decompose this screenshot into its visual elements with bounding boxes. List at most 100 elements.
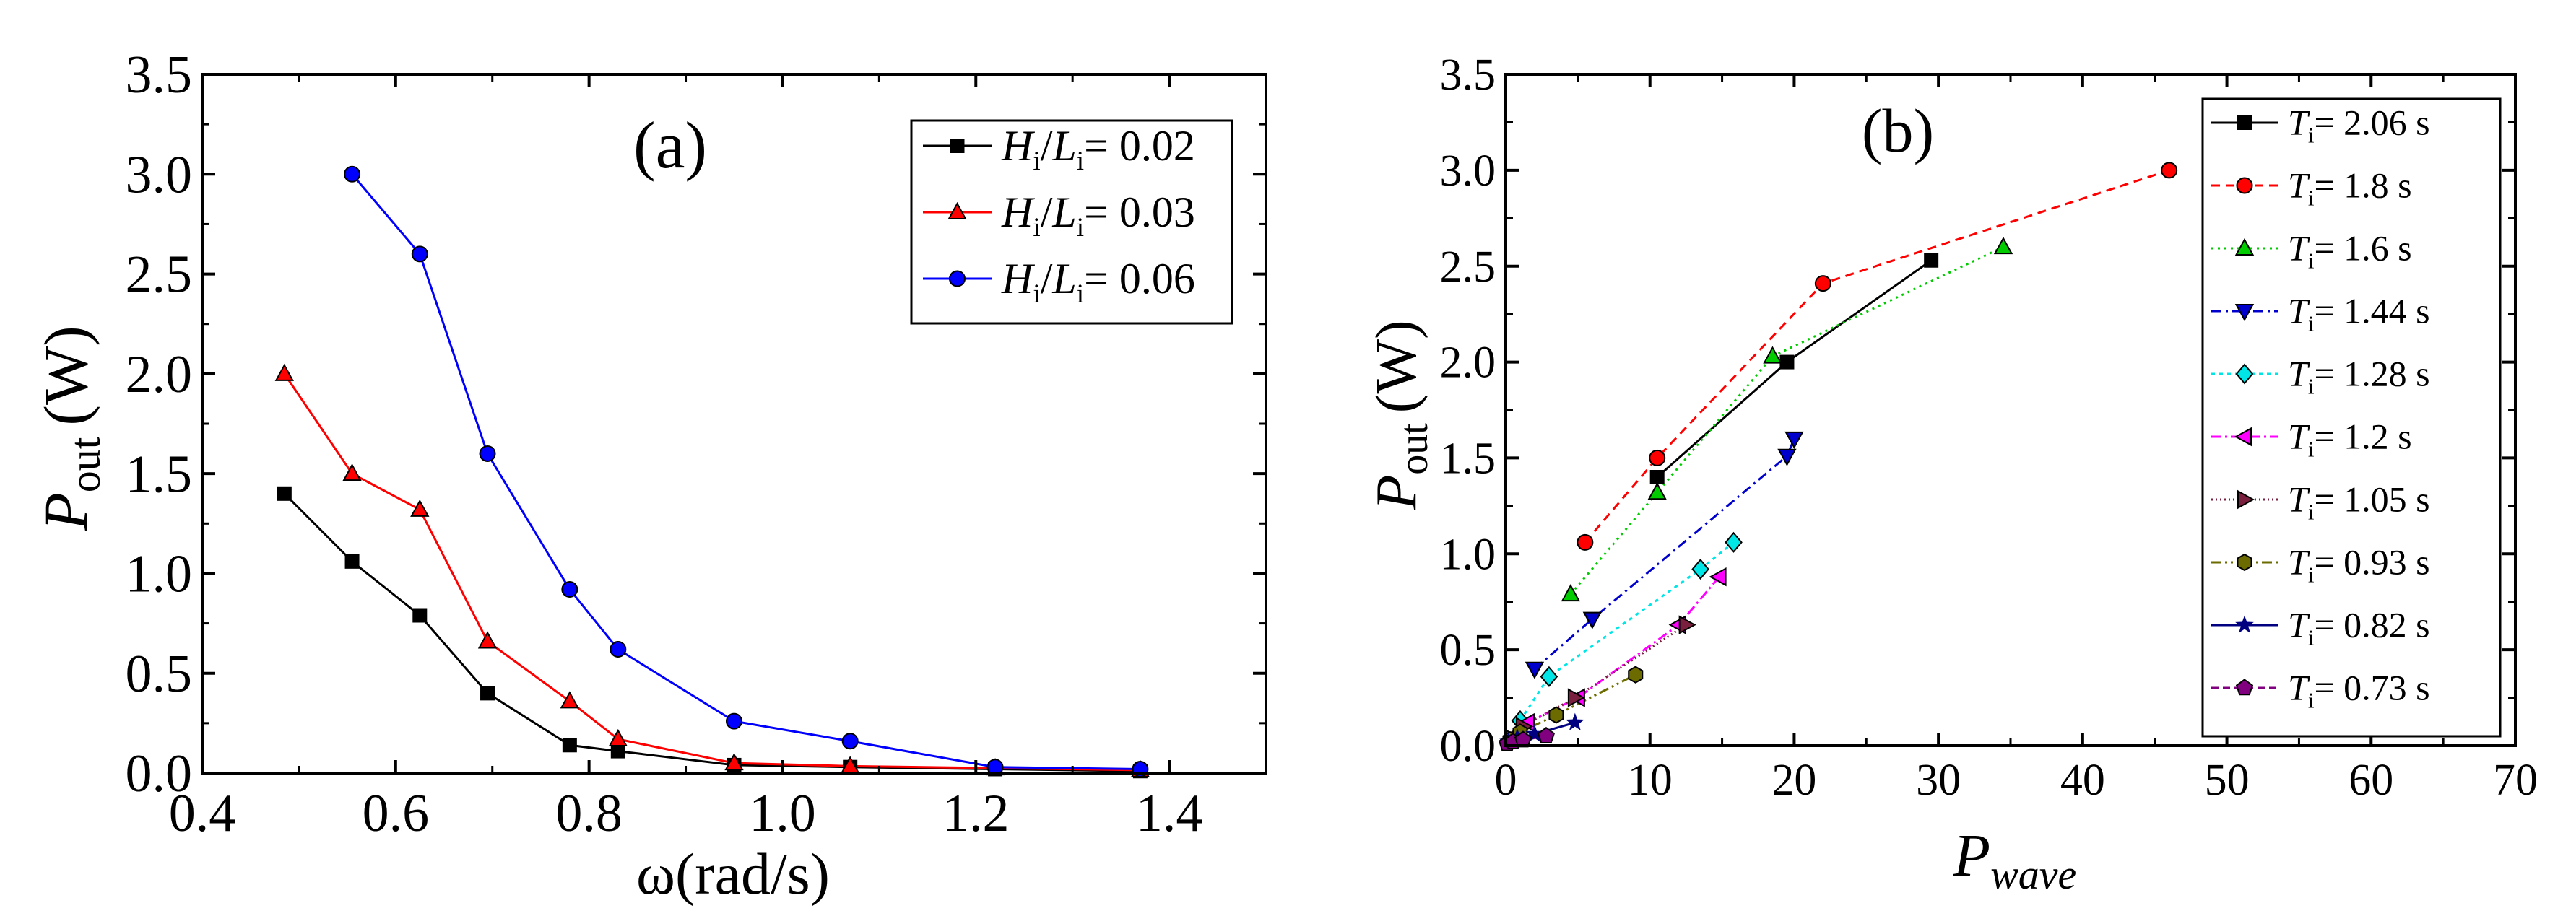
y-tick-label: 1.0 [1440,530,1496,579]
legend-marker [2234,427,2252,447]
data-point [477,631,498,649]
y-tick-label: 3.0 [126,145,193,204]
x-tick-label: 10 [1628,756,1673,805]
data-point [480,686,495,701]
panel-b-x-label-sub: wave [1990,851,2076,898]
x-tick-label: 50 [2205,756,2250,805]
legend-entry-label: Ti= 1.2 s [2288,416,2412,462]
data-point [1525,661,1545,679]
data-point [1628,666,1644,684]
data-point [1566,712,1584,731]
series-line [1584,169,2170,544]
data-point [1548,706,1564,724]
panel-b-series-lines [1506,169,2170,745]
panel-a-label: (a) [633,108,707,182]
panel-a-y-label-main: P [31,492,100,531]
data-point [1777,448,1797,466]
data-point [1537,726,1556,744]
data-point [277,486,292,501]
panel-b-y-label-main: P [1365,475,1428,511]
data-point [562,738,577,753]
data-point [1993,237,2013,255]
svg-text:Pwave: Pwave [1953,822,2076,898]
data-point [726,712,742,730]
legend-marker [2235,615,2254,633]
data-point [1924,253,1939,268]
legend-marker [2235,363,2254,385]
y-tick-label: 0.5 [1440,626,1496,675]
data-point [1779,354,1795,370]
data-point [724,753,744,771]
legend-entry-label: Hi/Li= 0.03 [1001,188,1195,243]
data-point [479,445,496,462]
panel-a-y-label-sub: out [61,437,109,492]
panel-b-y-label-sub: out [1392,423,1436,475]
legend-marker [2235,679,2254,696]
series-line [1512,576,1720,737]
legend-marker [2234,237,2255,256]
x-tick-label: 0.4 [169,784,236,843]
panel-b-chart: 0 10 20 30 40 50 60 70 0.0 0.5 1.0 1.5 2.0 2.5 3.0 3.5… [1365,51,2538,898]
series-line [283,492,1140,772]
x-tick-label: 20 [1771,756,1816,805]
legend-entry-label: Ti= 1.8 s [2288,165,2412,211]
x-tick-label: 1.2 [942,784,1010,843]
legend-entry-label: Ti= 1.28 s [2288,354,2430,399]
y-tick-label: 2.0 [1440,339,1496,388]
legend-marker [949,270,966,287]
data-point [2161,162,2178,179]
data-point [410,499,430,517]
data-point [412,608,428,623]
data-point [610,641,627,658]
series-line [1569,245,2004,596]
data-point [1725,531,1743,553]
y-tick-label: 3.5 [126,45,193,105]
data-point [1561,584,1581,602]
x-tick-label: 60 [2349,756,2393,805]
data-point [1649,470,1665,484]
data-point [1649,449,1666,466]
x-tick-label: 0.8 [555,784,623,843]
data-point [342,463,362,481]
data-point [610,743,625,759]
data-point [1647,482,1667,500]
panel-a-legend-frame [910,119,1233,325]
legend-marker [947,201,967,219]
legend-entry-label: Ti= 2.06 s [2288,102,2430,148]
legend-marker [2234,304,2255,322]
legend-entry-label: Ti= 0.82 s [2288,605,2430,650]
data-point [1814,275,1831,292]
data-point [1567,688,1585,707]
y-tick-label: 2.0 [126,345,193,404]
legend-entry-label: Hi/Li= 0.02 [1001,122,1195,176]
data-point [274,363,295,381]
legend-entry-label: Ti= 1.6 s [2288,228,2412,274]
y-tick-label: 0.0 [126,744,193,803]
y-tick-label: 2.5 [1440,243,1496,292]
y-tick-label: 1.0 [126,545,193,604]
data-point [841,733,859,750]
y-tick-label: 0.5 [126,645,193,704]
data-point [1763,346,1782,364]
legend-marker [2237,553,2252,572]
panel-a-legend: Hi/Li= 0.02 Hi/Li= 0.03 Hi/Li= 0.06 [910,119,1233,325]
data-point [344,554,360,569]
svg-text:Pout(W): Pout (W) [31,326,109,531]
y-tick-label: 2.5 [126,245,193,305]
data-point [1540,666,1558,687]
legend-entry-label: Hi/Li= 0.06 [1001,255,1195,309]
x-tick-label: 0.6 [363,784,430,843]
panel-b-legend-frame [2201,97,2502,738]
legend-entry-label: Ti= 0.73 s [2288,668,2430,713]
data-point [1784,431,1804,449]
data-point [560,691,580,709]
legend-marker [2237,489,2255,510]
y-tick-label: 0.0 [1440,722,1496,771]
legend-marker [2236,177,2253,194]
series-line [1533,438,1795,670]
series-line [1519,541,1735,722]
panel-b-series-markers [1498,162,2178,751]
panel-a-x-ticks: 0.4 0.6 0.8 1.0 1.2 1.4 [169,74,1202,843]
data-point [1525,724,1544,742]
